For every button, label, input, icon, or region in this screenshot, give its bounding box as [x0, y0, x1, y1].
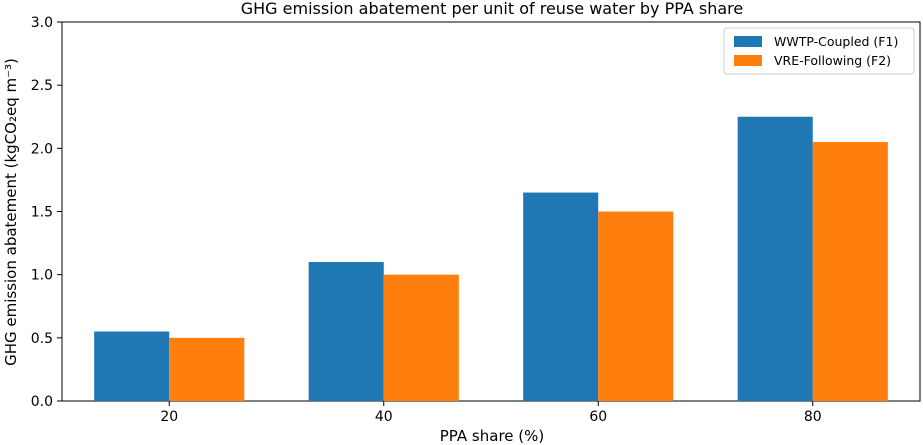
- x-tick-label: 20: [160, 409, 178, 425]
- legend: WWTP-Coupled (F1) VRE-Following (F2): [723, 27, 915, 75]
- bar-f2-40: [383, 274, 459, 401]
- y-tick-label: 1.5: [31, 205, 53, 221]
- bar-f2-60: [598, 211, 674, 401]
- bar-f1-20: [94, 331, 170, 401]
- x-tick-label: 80: [804, 409, 822, 425]
- y-tick-label: 1.0: [31, 268, 53, 284]
- y-tick-label: 2.5: [31, 78, 53, 94]
- bar-f2-80: [812, 142, 888, 401]
- y-tick-label: 0.0: [31, 394, 53, 410]
- legend-swatch-f1: [734, 36, 762, 47]
- y-axis-ticks: 0.0 0.5 1.0 1.5 2.0 2.5 3.0: [31, 15, 62, 410]
- bar-f1-60: [523, 192, 599, 401]
- x-axis-label: PPA share (%): [440, 427, 544, 445]
- y-axis-label: GHG emission abatement (kgCO₂eq m⁻³): [2, 58, 20, 366]
- legend-label-f2: VRE-Following (F2): [774, 53, 891, 68]
- chart-title: GHG emission abatement per unit of reuse…: [241, 0, 744, 18]
- x-axis-ticks: 20 40 60 80: [160, 401, 822, 425]
- y-tick-label: 3.0: [31, 15, 53, 31]
- bar-f2-20: [169, 337, 245, 401]
- legend-label-f1: WWTP-Coupled (F1): [774, 34, 898, 49]
- x-tick-label: 60: [589, 409, 607, 425]
- bar-f1-80: [737, 116, 813, 401]
- legend-swatch-f2: [734, 55, 762, 66]
- bars: [94, 116, 888, 401]
- x-tick-label: 40: [375, 409, 393, 425]
- y-tick-label: 0.5: [31, 331, 53, 347]
- bar-f1-40: [308, 262, 384, 401]
- y-tick-label: 2.0: [31, 141, 53, 157]
- legend-box: [723, 27, 915, 75]
